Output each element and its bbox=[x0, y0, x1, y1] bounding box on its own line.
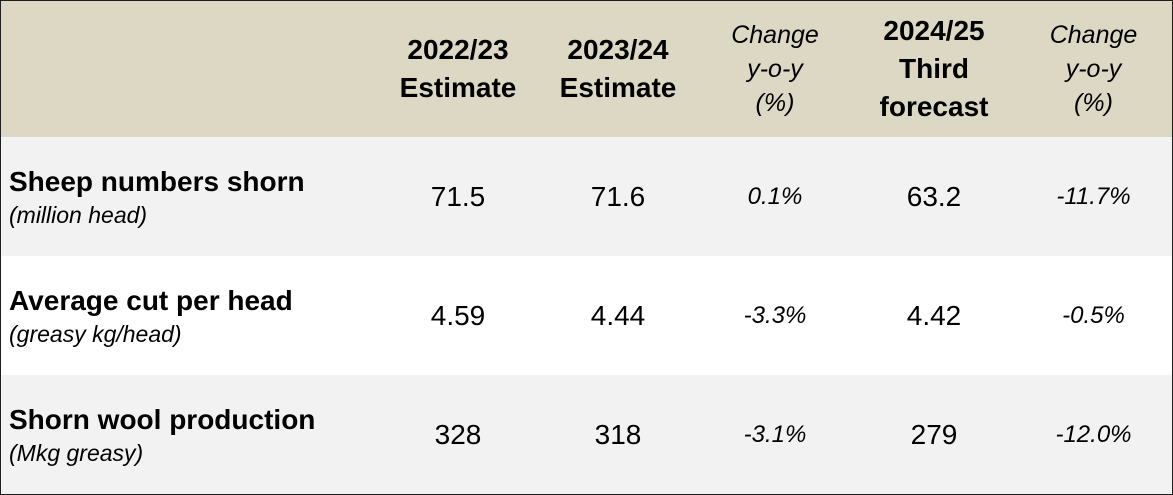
row-label: Average cut per head (greasy kg/head) bbox=[9, 256, 293, 375]
row-title: Shorn wool production bbox=[9, 403, 316, 435]
row-label: Shorn wool production (Mkg greasy) bbox=[9, 375, 315, 494]
cell-change-2: -0.5% bbox=[1062, 301, 1125, 329]
row-unit: (Mkg greasy) bbox=[9, 439, 144, 466]
header-text: Estimate bbox=[559, 72, 677, 103]
cell-2024-25: 4.42 bbox=[906, 299, 962, 331]
header-text: Change bbox=[731, 21, 819, 49]
row-title: Average cut per head bbox=[9, 284, 293, 316]
header-text: y-o-y bbox=[747, 55, 803, 83]
header-row: 2022/23 Estimate 2023/24 Estimate Change… bbox=[1, 1, 1172, 137]
header-change-yoy-1: Change y-o-y (%) bbox=[697, 1, 853, 137]
header-text: 2022/23 bbox=[407, 34, 509, 65]
header-text: (%) bbox=[1074, 89, 1113, 117]
row-label: Sheep numbers shorn (million head) bbox=[9, 137, 305, 256]
header-text: y-o-y bbox=[1065, 55, 1122, 83]
header-text: (%) bbox=[755, 89, 795, 117]
cell-change-2: -11.7% bbox=[1056, 182, 1131, 210]
header-2024-25-third-forecast: 2024/25 Third forecast bbox=[853, 1, 1015, 137]
header-text: Change bbox=[1049, 21, 1138, 49]
cell-2022-23: 4.59 bbox=[430, 299, 486, 331]
header-text: 2023/24 bbox=[567, 34, 669, 65]
cell-change-1: -3.1% bbox=[743, 420, 807, 448]
cell-2023-24: 4.44 bbox=[590, 299, 646, 331]
table-row: Sheep numbers shorn (million head) 71.5 … bbox=[1, 137, 1172, 256]
table-row: Average cut per head (greasy kg/head) 4.… bbox=[1, 256, 1172, 375]
header-2023-24-estimate: 2023/24 Estimate bbox=[539, 1, 697, 137]
header-text: 2024/25 bbox=[883, 15, 985, 46]
row-unit: (million head) bbox=[9, 201, 148, 228]
cell-2022-23: 328 bbox=[434, 418, 482, 450]
cell-2023-24: 71.6 bbox=[590, 180, 646, 212]
header-change-yoy-2: Change y-o-y (%) bbox=[1015, 1, 1172, 137]
table-row: Shorn wool production (Mkg greasy) 328 3… bbox=[1, 375, 1172, 494]
cell-2024-25: 279 bbox=[910, 418, 958, 450]
cell-change-2: -12.0% bbox=[1055, 420, 1132, 448]
cell-change-1: 0.1% bbox=[747, 182, 803, 210]
header-text: Estimate bbox=[399, 72, 517, 103]
cell-change-1: -3.3% bbox=[743, 301, 807, 329]
header-text: Third bbox=[899, 53, 969, 84]
cell-2023-24: 318 bbox=[594, 418, 642, 450]
cell-2024-25: 63.2 bbox=[906, 180, 962, 212]
row-title: Sheep numbers shorn bbox=[9, 165, 305, 197]
header-2022-23-estimate: 2022/23 Estimate bbox=[377, 1, 539, 137]
row-unit: (greasy kg/head) bbox=[9, 320, 182, 347]
cell-2022-23: 71.5 bbox=[430, 180, 486, 212]
header-text: forecast bbox=[879, 91, 989, 122]
